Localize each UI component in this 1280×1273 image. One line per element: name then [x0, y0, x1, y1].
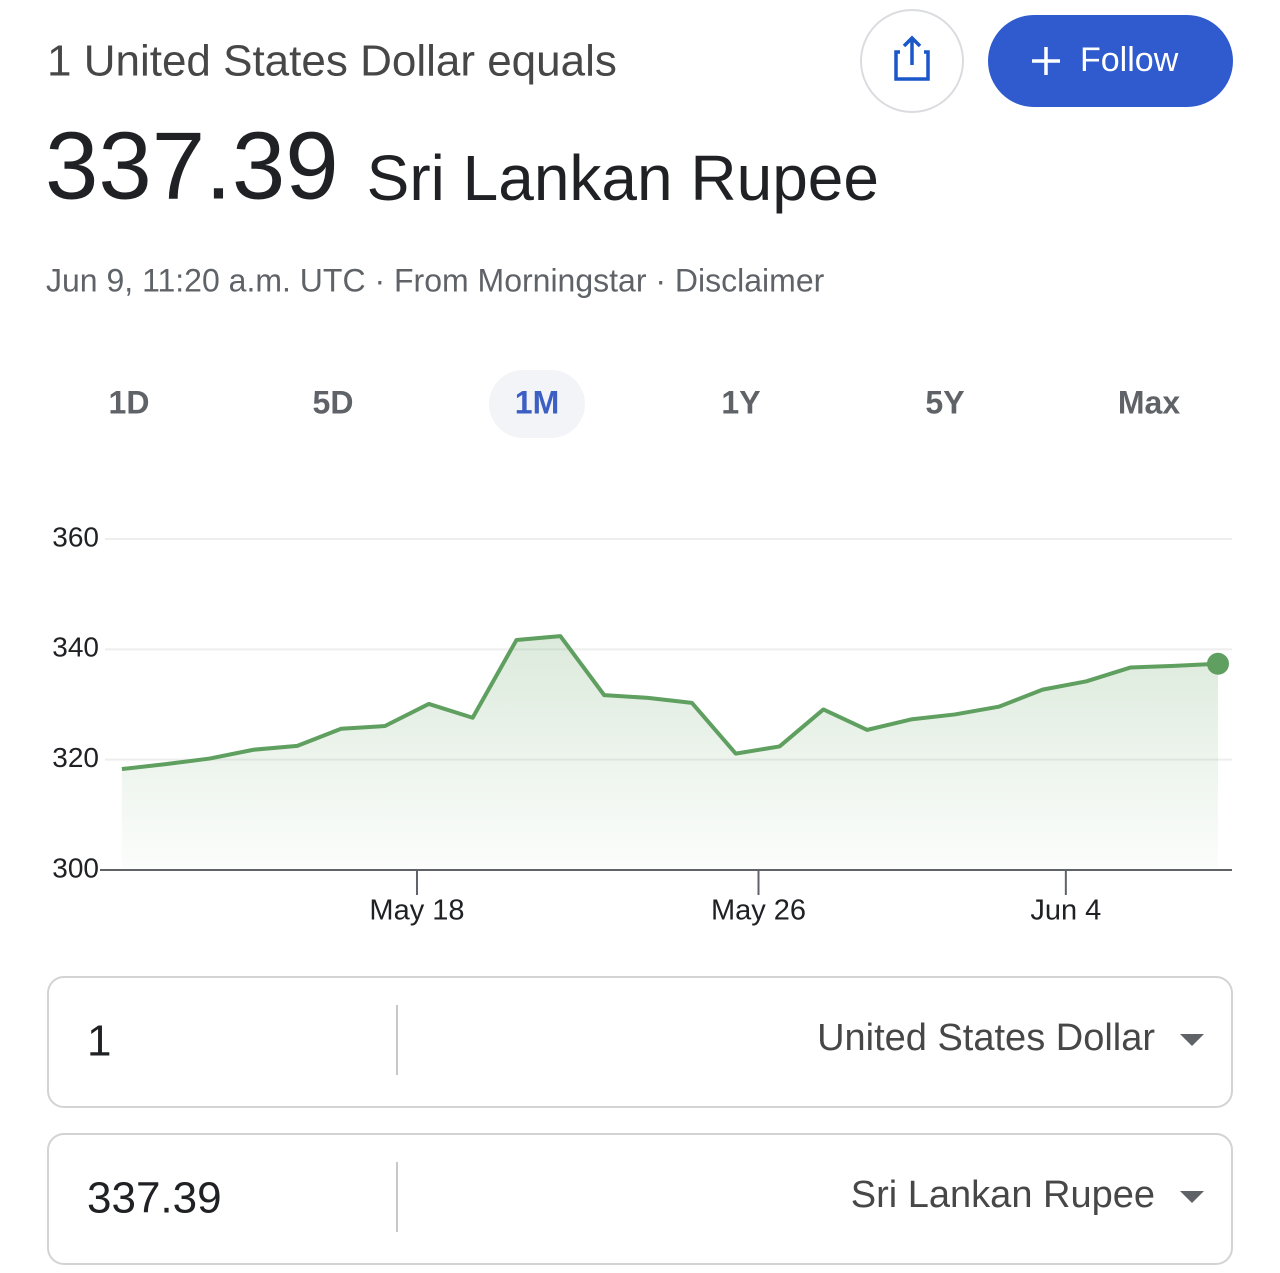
tab[interactable]: 1Y: [721, 384, 760, 420]
y-tick-label: 300: [52, 852, 99, 883]
tab[interactable]: 1D: [109, 384, 150, 420]
share-icon: [894, 35, 930, 81]
chart: 300 320 340 360 May 18 May 26 Jun 4: [52, 521, 1232, 927]
converter-box: [47, 1133, 1233, 1265]
tab[interactable]: 5D: [313, 384, 354, 420]
converter-box: [47, 976, 1233, 1108]
y-tick-label: 340: [52, 632, 99, 663]
tab-label: 1M: [515, 384, 559, 420]
follow-button[interactable]: Follow: [988, 15, 1233, 107]
area: [121, 636, 1218, 870]
end-point: [1206, 652, 1229, 675]
dropdown-arrow: [1180, 1191, 1204, 1203]
x-tick-label: Jun 4: [1030, 895, 1101, 927]
tab[interactable]: 5Y: [925, 384, 964, 420]
title: 1 United States Dollar equals: [47, 37, 617, 86]
plus-icon: [1032, 47, 1060, 75]
follow-bg: [988, 15, 1233, 107]
tab-label: 5D: [313, 384, 354, 420]
converter: 1 United States Dollar 337.39 Sri Lankan Ru…: [47, 976, 1233, 1265]
x-tick-label: May 26: [711, 895, 806, 927]
tab[interactable]: 1M: [489, 370, 585, 438]
rate: 337.39: [45, 112, 339, 219]
converter-row: 337.39 Sri Lankan Rupee: [47, 1133, 1233, 1265]
amount-input[interactable]: 1: [87, 1017, 111, 1066]
x-tick-label: May 18: [369, 895, 464, 927]
share-button[interactable]: [860, 9, 964, 113]
follow-label: Follow: [1080, 41, 1179, 79]
currency-select[interactable]: Sri Lankan Rupee: [851, 1174, 1155, 1216]
tab-label: 5Y: [925, 384, 964, 420]
converter-row: 1 United States Dollar: [47, 976, 1233, 1108]
y-tick-label: 360: [52, 521, 99, 552]
meta: Jun 9, 11:20 a.m. UTC · From Morningstar…: [46, 262, 825, 298]
tab-label: 1D: [109, 384, 150, 420]
currency-name: Sri Lankan Rupee: [367, 142, 879, 214]
line: [121, 634, 1219, 772]
tabs: 1D 5D 1M 1Y 5Y Max: [109, 370, 1180, 438]
tab-selected-bg: [489, 370, 585, 438]
tab-label: 1Y: [721, 384, 760, 420]
amount-input[interactable]: 337.39: [87, 1174, 222, 1223]
tab-label: Max: [1118, 384, 1180, 420]
tab[interactable]: Max: [1118, 384, 1180, 420]
currency-select[interactable]: United States Dollar: [817, 1017, 1155, 1059]
dropdown-arrow: [1180, 1034, 1204, 1046]
y-tick-label: 320: [52, 742, 99, 773]
